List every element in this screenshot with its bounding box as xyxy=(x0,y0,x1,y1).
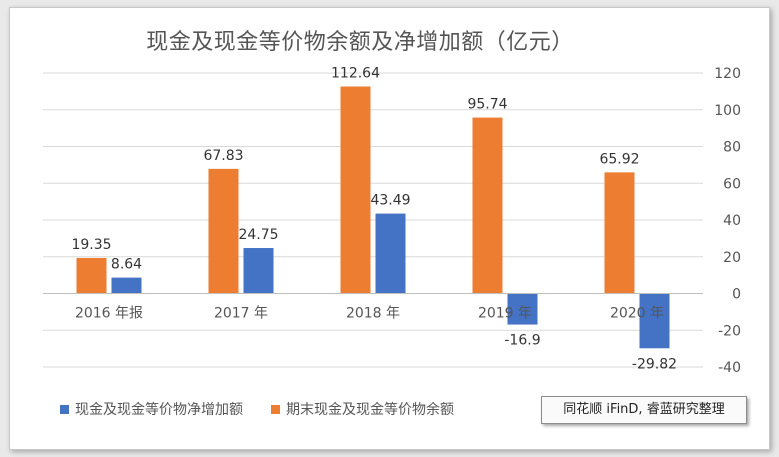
bar xyxy=(507,293,538,325)
y-tick-label: 120 xyxy=(714,66,741,82)
y-tick-label: -20 xyxy=(718,323,741,339)
data-label: 8.64 xyxy=(111,257,142,273)
bar xyxy=(243,248,274,294)
y-tick-label: 100 xyxy=(714,103,741,119)
legend-label-net-increase: 现金及现金等价物净增加额 xyxy=(75,402,243,418)
data-label: 43.49 xyxy=(370,193,410,209)
y-tick-label: 60 xyxy=(723,176,741,192)
source-note: 同花顺 iFinD, 睿蓝研究整理 xyxy=(541,396,747,424)
gridlines xyxy=(43,72,703,368)
data-label: 95.74 xyxy=(467,97,507,113)
y-tick-label: 40 xyxy=(723,213,741,229)
bars xyxy=(76,86,670,349)
legend-item-net-increase: 现金及现金等价物净增加额 xyxy=(60,399,243,419)
data-label: -16.9 xyxy=(504,333,540,349)
legend-label-ending-balance: 期末现金及现金等价物余额 xyxy=(286,402,454,418)
bar xyxy=(208,168,239,294)
y-tick-label: -40 xyxy=(718,360,741,376)
legend-item-ending-balance: 期末现金及现金等价物余额 xyxy=(271,399,454,419)
data-label: -29.82 xyxy=(632,356,677,372)
bar xyxy=(375,213,406,294)
category-label: 2016 年报 xyxy=(75,306,143,322)
legend-swatch-ending-balance xyxy=(271,404,280,414)
data-label: 112.64 xyxy=(331,66,380,82)
legend-swatch-net-increase xyxy=(60,404,69,414)
bar xyxy=(340,86,371,294)
bar xyxy=(472,117,503,294)
data-label: 65.92 xyxy=(599,151,639,167)
bar xyxy=(76,257,107,294)
bar xyxy=(639,293,670,349)
category-label: 2020 年 xyxy=(610,306,664,322)
data-label: 24.75 xyxy=(238,227,278,243)
y-tick-label: 0 xyxy=(732,287,741,303)
y-tick-label: 80 xyxy=(723,140,741,156)
y-axis-labels: 120 100 80 60 40 20 0 -20 -40 xyxy=(714,66,741,376)
category-label: 2019 年 xyxy=(478,306,532,322)
data-label: 67.83 xyxy=(203,148,243,164)
category-label: 2017 年 xyxy=(214,306,268,322)
legend: 现金及现金等价物净增加额 期末现金及现金等价物余额 xyxy=(60,396,482,422)
bar xyxy=(111,277,142,294)
category-labels: 2016 年报 2017 年 2018 年 2019 年 2020 年 xyxy=(75,306,664,322)
data-labels: 19.358.64 67.83 24.75 112.64 43.49 95.74 -16.9… xyxy=(71,66,677,373)
chart-title: 现金及现金等价物余额及净增加额（亿元） xyxy=(146,30,574,55)
category-label: 2018 年 xyxy=(346,306,400,322)
bar xyxy=(604,172,635,294)
y-tick-label: 20 xyxy=(723,250,741,266)
data-label: 19.35 xyxy=(71,237,111,253)
